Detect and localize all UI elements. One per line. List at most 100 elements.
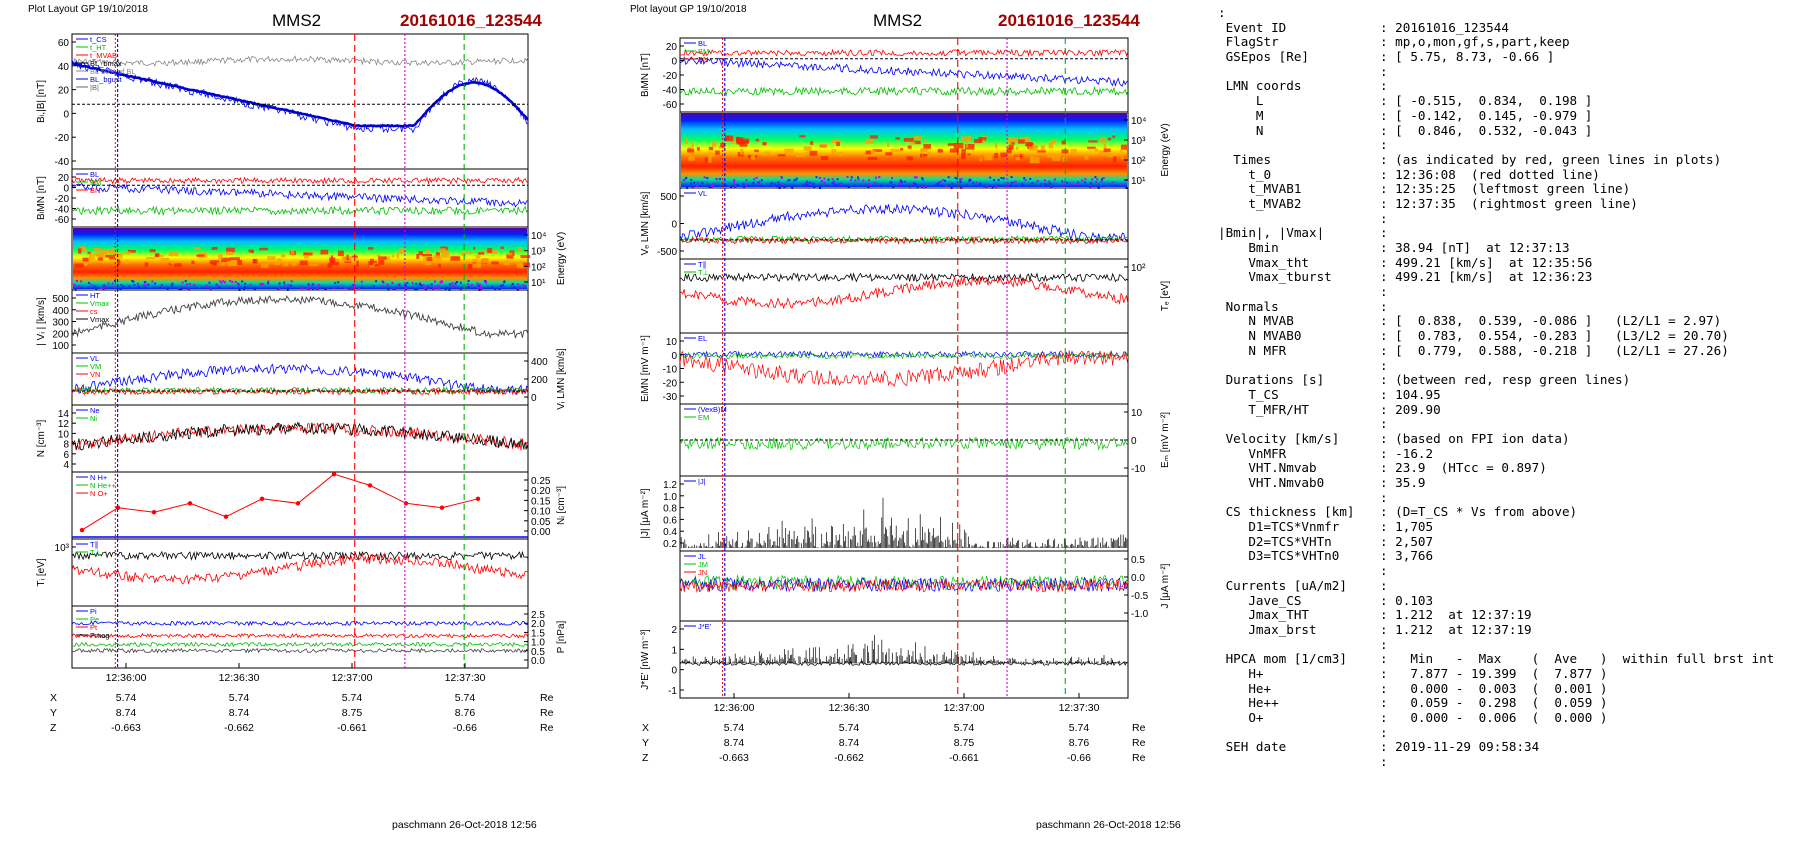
spectrogram-noise [780,176,783,179]
summary-key: Currents [uA/m2] [1218,577,1347,593]
summary-key: Event ID [1218,19,1287,35]
spectrogram-noise [104,284,107,287]
time-tick-label: 12:36:00 [714,702,755,714]
spectrogram-speck [1084,154,1089,160]
tick-label: 10⁴ [531,231,546,242]
spectrogram-speck [320,249,329,255]
spectrogram-speck [468,264,473,270]
spectrogram-noise [147,283,150,286]
summary-value: : (between red, resp green lines) [1380,372,1631,388]
y-axis-label-right: Energy (eV) [556,232,567,285]
summary-row: : [1218,490,1798,506]
spectrogram-noise [470,283,473,286]
summary-row: O+: 0.000 - 0.006 ( 0.000 ) [1218,710,1798,726]
legend-label: Pt [90,623,98,632]
legend-label: J*E' [698,622,712,631]
spectrogram-speck [810,141,814,145]
spectrogram-speck [923,144,931,149]
spectrogram-noise [352,284,354,286]
spectrogram-noise [706,177,709,179]
spectrogram-noise [215,283,218,286]
legend-label: BN [90,186,100,195]
spectrogram-noise [947,176,950,179]
spectrogram-noise [500,284,503,287]
panel-jmag: 1.21.00.80.60.40.2 |J| [μA m⁻²] |J| [640,475,1129,552]
spectrogram-speck [482,249,490,253]
spectrogram-noise [857,176,859,179]
spectrogram-speck [961,149,966,155]
legend-label: (VexB)M [698,405,727,414]
spectrogram-noise [703,176,706,179]
spectrogram-speck [1088,140,1098,143]
summary-value: : 0.000 - 0.006 ( 0.000 ) [1380,710,1608,725]
spectrogram-noise [1084,178,1087,181]
summary-value: : [1380,298,1388,314]
spectrogram-speck [191,260,195,264]
spectrogram-speck [738,138,745,142]
tick-label: -1.0 [1131,609,1149,620]
spectrogram-speck [471,263,481,268]
spectrogram-noise [733,181,736,184]
spectrogram-noise [392,288,395,291]
position-unit: Re [1132,722,1146,734]
spectrogram-speck [227,260,238,266]
position-value: 5.74 [455,692,476,704]
summary-row: FlagStr: mp,o,mon,gf,s,part,keep [1218,35,1798,50]
summary-row: : [1218,284,1798,300]
spectrogram-noise [909,185,912,187]
panel-frame [71,471,529,540]
legend-label: VL [698,189,707,198]
spectrogram-noise [832,181,835,184]
spectrogram-noise [122,285,125,288]
spectrogram-speck [79,246,86,252]
summary-key: L [1218,93,1264,109]
spectrogram-noise [701,182,704,185]
spectrogram-noise [244,282,247,285]
summary-row: Event ID: 20161016_123544 [1218,19,1798,36]
spectrogram-noise [924,185,927,188]
spectrogram-noise [812,182,815,185]
spectrogram-speck [784,148,794,154]
spectrogram-speck [1032,144,1038,149]
spectrogram-speck [226,247,235,253]
spectrogram-speck [277,258,283,262]
spectrogram-noise [730,185,733,188]
summary-value: : [ -0.142, 0.145, -0.979 ] [1380,107,1593,123]
spectrogram-noise [783,186,786,189]
summary-row: N MVAB: [ 0.838, 0.539, -0.086 ] (L2/L1 … [1218,314,1798,329]
spectrogram-speck [895,137,901,140]
tick-label: 0.2 [663,539,677,550]
spectrogram-speck [1107,137,1112,141]
tick-label: 0.5 [531,647,545,658]
spectrogram-noise [914,183,917,185]
tick-label: 500 [660,192,677,203]
spectrogram-speck [687,148,695,153]
summary-value: : [ 5.75, 8.73, -0.66 ] [1380,49,1555,65]
spectrogram-speck [367,247,374,250]
tick-label: 200 [531,375,548,386]
spectrogram-noise [222,280,225,283]
tick-label: 20 [666,42,678,53]
tick-label: 0 [671,666,677,677]
tick-label: 100 [52,341,69,352]
tick-label: 10 [58,429,70,440]
summary-value: : [1380,754,1388,770]
spectrogram-noise [1012,181,1015,184]
spectrogram-noise [1048,182,1051,185]
spectrogram-noise [220,281,223,284]
spectrogram-noise [308,285,311,288]
tick-label: -20 [663,378,678,389]
spectrogram-speck [425,261,432,266]
legend-label: BL [90,170,99,179]
summary-row: GSEpos [Re]: [ 5.75, 8.73, -0.66 ] [1218,49,1798,65]
spectrogram-noise [434,280,436,283]
legend-label: T∥ [698,260,706,269]
spectrogram-noise [742,182,745,185]
spectrogram-speck [82,257,89,262]
spectrogram-speck [1040,144,1045,151]
spectrogram-speck [715,150,720,155]
spectrogram-noise [989,176,992,179]
spectrogram-noise [1081,179,1084,182]
tick-label: 0.8 [663,504,677,515]
